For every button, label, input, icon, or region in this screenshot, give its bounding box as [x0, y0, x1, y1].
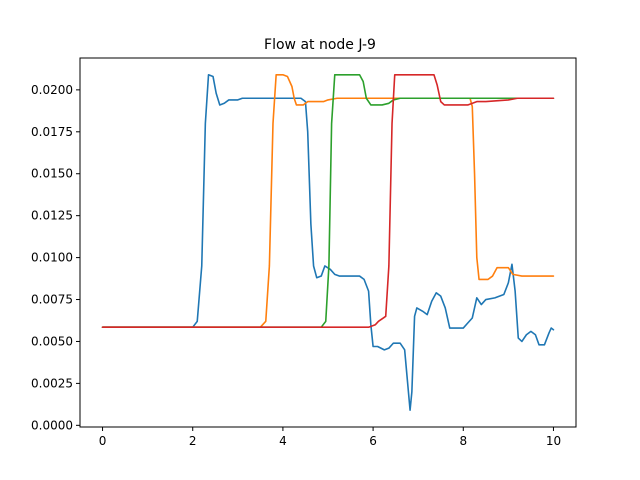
y-tick-label: 0.0125	[31, 209, 73, 223]
series-line-2	[101, 73, 555, 328]
axes: 0 2 4 6 8 10 0.0000 0.0025 0.0050 0.0075 0.0100 0.0…	[31, 57, 577, 448]
y-tick-label: 0.0000	[31, 418, 73, 432]
chart-title: Flow at node J-9	[264, 37, 376, 53]
series-line-3	[101, 73, 555, 328]
series-line-4	[101, 73, 555, 328]
y-tick-label: 0.0075	[31, 293, 73, 307]
x-tick-label: 10	[546, 434, 561, 448]
y-tick-label: 0.0175	[31, 125, 73, 139]
x-tick-label: 6	[369, 434, 377, 448]
plot-frame	[79, 57, 577, 428]
x-tick-label: 8	[459, 434, 467, 448]
y-tick-label: 0.0100	[31, 251, 73, 265]
x-tick-label: 2	[189, 434, 197, 448]
y-tick-label: 0.0150	[31, 167, 73, 181]
y-tick-label: 0.0200	[31, 83, 73, 97]
plot-area	[101, 73, 555, 412]
y-tick-label: 0.0050	[31, 334, 73, 348]
y-tick-label: 0.0025	[31, 376, 73, 390]
x-tick-label: 0	[99, 434, 107, 448]
x-tick-label: 4	[279, 434, 287, 448]
